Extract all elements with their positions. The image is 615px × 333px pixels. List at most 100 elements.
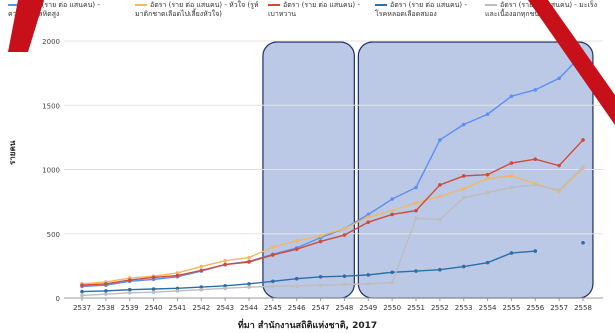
data-point[interactable] — [461, 264, 466, 269]
data-point[interactable] — [342, 282, 347, 287]
data-point[interactable] — [461, 174, 466, 178]
data-point[interactable] — [271, 284, 275, 289]
data-point[interactable] — [438, 217, 442, 222]
data-point[interactable] — [223, 286, 227, 291]
data-point[interactable] — [390, 270, 394, 275]
data-point[interactable] — [438, 183, 442, 187]
y-tick-label: 0 — [56, 295, 60, 303]
data-point[interactable] — [366, 282, 371, 286]
data-point[interactable] — [127, 278, 132, 282]
data-point[interactable] — [127, 287, 132, 292]
data-point[interactable] — [80, 283, 84, 287]
data-point[interactable] — [342, 233, 347, 237]
data-point[interactable] — [533, 249, 538, 253]
x-tick-label: 2547 — [312, 304, 330, 312]
legend-item[interactable]: อัตรา (ราย ต่อ แสนคน) - โรคหลอดเลือดสมอง — [375, 1, 475, 19]
legend-item[interactable]: อัตรา (ราย ต่อ แสนคน) - เบาหวาน — [268, 1, 368, 19]
legend-swatch — [135, 4, 147, 6]
data-point[interactable] — [509, 161, 514, 165]
data-point[interactable] — [151, 275, 156, 280]
data-point[interactable] — [175, 273, 180, 278]
data-point[interactable] — [461, 186, 466, 191]
data-point[interactable] — [199, 287, 204, 292]
data-point[interactable] — [461, 122, 466, 127]
data-point[interactable] — [485, 112, 490, 117]
data-point[interactable] — [294, 239, 299, 243]
data-point[interactable] — [414, 216, 418, 221]
data-point[interactable] — [271, 245, 275, 250]
data-point[interactable] — [151, 287, 156, 291]
data-point[interactable] — [509, 251, 514, 255]
data-point[interactable] — [199, 268, 204, 273]
data-point[interactable] — [509, 94, 514, 99]
data-point[interactable] — [294, 283, 299, 288]
data-point[interactable] — [533, 183, 538, 187]
data-point[interactable] — [271, 253, 275, 257]
data-point[interactable] — [366, 273, 371, 277]
data-point[interactable] — [199, 264, 204, 269]
legend-item[interactable]: อัตรา (ราย ต่อ แสนคน) - หัวใจ (รูห์มาติก… — [135, 1, 265, 19]
data-point[interactable] — [318, 233, 323, 238]
data-point[interactable] — [485, 176, 490, 181]
data-point[interactable] — [581, 52, 585, 56]
data-point[interactable] — [414, 208, 418, 213]
data-point[interactable] — [438, 194, 442, 199]
data-point[interactable] — [414, 201, 418, 205]
data-point[interactable] — [366, 212, 371, 217]
data-point[interactable] — [485, 190, 490, 195]
data-point[interactable] — [414, 269, 418, 273]
data-point[interactable] — [175, 286, 180, 291]
data-point[interactable] — [390, 197, 394, 201]
data-point[interactable] — [461, 195, 466, 200]
data-point[interactable] — [223, 258, 227, 263]
data-point[interactable] — [294, 276, 299, 281]
data-point[interactable] — [390, 208, 394, 213]
data-point[interactable] — [175, 289, 180, 293]
data-point[interactable] — [438, 138, 442, 142]
data-point[interactable] — [199, 285, 204, 289]
data-point[interactable] — [318, 239, 323, 244]
data-point[interactable] — [247, 260, 251, 264]
data-point[interactable] — [80, 289, 84, 294]
data-point[interactable] — [438, 267, 442, 272]
x-tick-label: 2551 — [407, 304, 425, 312]
data-point[interactable] — [581, 165, 585, 169]
data-point[interactable] — [581, 138, 585, 142]
data-point[interactable] — [557, 76, 561, 81]
data-point[interactable] — [414, 185, 418, 190]
data-point[interactable] — [271, 279, 275, 284]
data-point[interactable] — [390, 280, 394, 285]
data-point[interactable] — [533, 157, 538, 162]
data-point[interactable] — [342, 274, 347, 278]
data-point[interactable] — [104, 282, 108, 286]
data-point[interactable] — [366, 220, 371, 224]
data-point[interactable] — [557, 163, 561, 168]
data-point[interactable] — [318, 283, 323, 287]
data-point[interactable] — [294, 247, 299, 251]
data-point[interactable] — [366, 215, 371, 219]
data-point[interactable] — [247, 282, 251, 286]
data-point[interactable] — [104, 292, 108, 296]
series-line — [81, 139, 584, 286]
data-point[interactable] — [223, 283, 227, 288]
data-point[interactable] — [390, 212, 394, 217]
data-point[interactable] — [247, 285, 251, 289]
data-point[interactable] — [127, 291, 132, 295]
data-point[interactable] — [80, 293, 84, 298]
x-tick-label: 2538 — [97, 304, 115, 312]
data-point[interactable] — [104, 289, 108, 293]
data-point[interactable] — [247, 255, 251, 260]
data-point[interactable] — [533, 88, 538, 92]
data-point[interactable] — [175, 271, 180, 275]
data-point[interactable] — [223, 262, 227, 267]
data-point[interactable] — [509, 174, 514, 178]
data-point[interactable] — [485, 172, 490, 177]
data-point[interactable] — [151, 290, 156, 295]
data-point[interactable] — [581, 240, 585, 245]
data-point[interactable] — [485, 260, 490, 265]
data-point[interactable] — [342, 226, 347, 231]
data-point[interactable] — [318, 274, 323, 279]
data-point[interactable] — [509, 185, 514, 190]
data-point[interactable] — [557, 188, 561, 192]
